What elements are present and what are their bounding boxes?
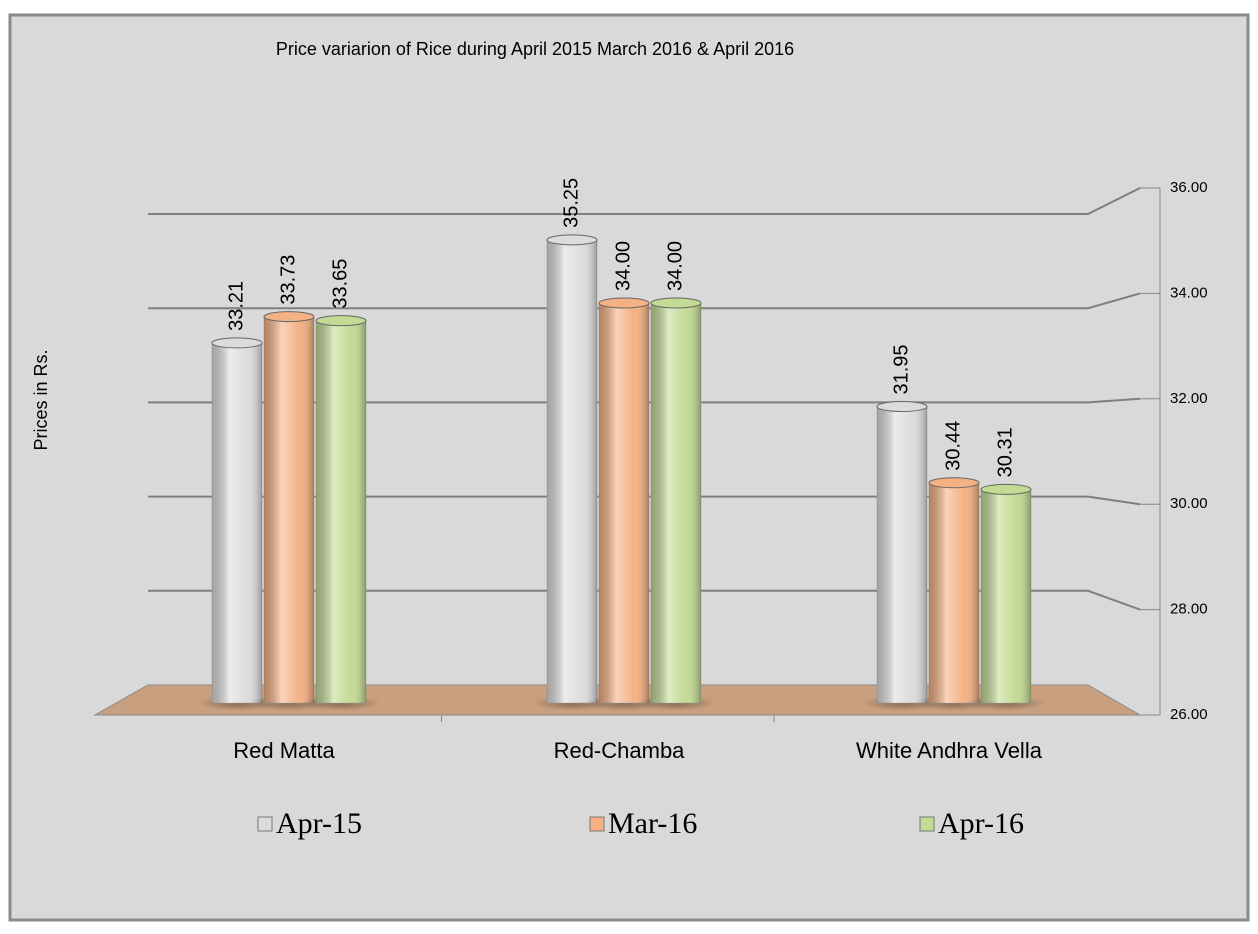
- bar-cap: [263, 311, 315, 323]
- legend-label: Apr-15: [276, 807, 362, 840]
- y-tick-label: 36.00: [1170, 179, 1208, 196]
- y-tick-label: 34.00: [1170, 284, 1208, 301]
- bar-shade: [264, 316, 314, 703]
- bar-shade: [599, 303, 649, 703]
- value-label: 33.65: [329, 259, 351, 309]
- legend-swatch: [257, 816, 273, 832]
- legend-label: Mar-16: [608, 807, 697, 840]
- bar-shade: [316, 320, 366, 703]
- legend-swatch: [589, 816, 605, 832]
- bar-shade: [929, 482, 979, 703]
- x-tick-label: White Andhra Vella: [856, 738, 1043, 763]
- bar-cap: [315, 315, 367, 327]
- value-label: 34.00: [664, 241, 686, 291]
- bar-shade: [212, 342, 262, 703]
- bar-cap: [598, 297, 650, 309]
- value-label: 30.31: [994, 427, 1016, 477]
- bar-shade: [981, 489, 1031, 703]
- y-tick-label: 30.00: [1170, 495, 1208, 512]
- grid-line: [148, 292, 1141, 310]
- y-tick-label: 32.00: [1170, 390, 1208, 407]
- y-tick-label: 26.00: [1170, 706, 1208, 723]
- grid-line: [148, 589, 1141, 611]
- bar-cap: [650, 297, 702, 309]
- bar-cap: [876, 401, 928, 413]
- grid-line: [148, 495, 1141, 506]
- value-label: 35.25: [560, 178, 582, 228]
- grid-line: [148, 397, 1141, 404]
- bar-shade: [877, 406, 927, 703]
- chart-title: Price variarion of Rice during April 201…: [276, 39, 794, 59]
- value-label: 34.00: [612, 241, 634, 291]
- x-tick-label: Red-Chamba: [554, 738, 686, 763]
- bar-cap: [546, 234, 598, 246]
- bar-cap: [980, 483, 1032, 495]
- value-label: 33.73: [277, 255, 299, 305]
- value-label: 30.44: [942, 421, 964, 471]
- value-label: 33.21: [225, 281, 247, 331]
- bar-shade: [651, 303, 701, 703]
- legend-swatch: [919, 816, 935, 832]
- bar-shade: [547, 239, 597, 703]
- bar-cap: [211, 337, 263, 349]
- legend-label: Apr-16: [938, 807, 1024, 840]
- y-tick-label: 28.00: [1170, 601, 1208, 618]
- value-label: 31.95: [890, 344, 912, 394]
- grid-line: [148, 187, 1141, 215]
- bar-cap: [928, 477, 980, 489]
- x-tick-label: Red Matta: [233, 738, 335, 763]
- y-axis-label: Prices in Rs.: [31, 349, 51, 450]
